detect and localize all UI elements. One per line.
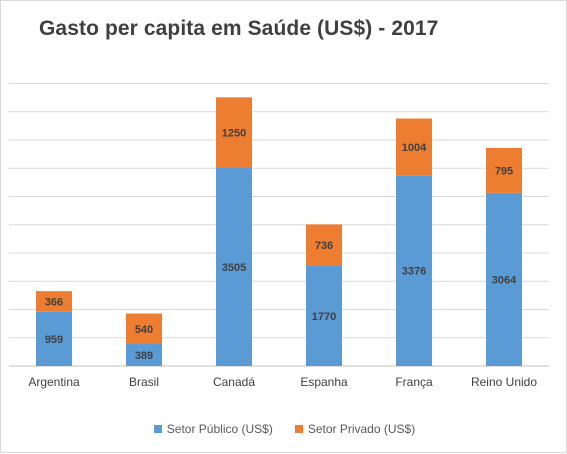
bar-private xyxy=(126,313,162,345)
data-label-public: 1770 xyxy=(312,311,336,323)
x-tick-label: Canadá xyxy=(213,375,255,389)
legend-item-public: Setor Público (US$) xyxy=(153,422,273,436)
data-label-private: 366 xyxy=(45,296,63,308)
bar-public xyxy=(216,167,252,366)
bar-private xyxy=(216,97,252,168)
bar-private xyxy=(36,291,72,312)
legend-swatch-public xyxy=(153,425,162,433)
data-label-private: 540 xyxy=(135,324,153,336)
bar-public xyxy=(36,311,72,366)
bar-public xyxy=(396,175,432,366)
bar-public xyxy=(306,265,342,366)
bar-private xyxy=(306,224,342,266)
data-label-private: 1250 xyxy=(222,128,246,140)
data-label-private: 736 xyxy=(315,240,333,252)
legend: Setor Público (US$) Setor Privado (US$) xyxy=(1,422,567,436)
legend-label-public: Setor Público (US$) xyxy=(166,422,273,436)
x-tick-label: França xyxy=(395,375,433,389)
data-label-public: 389 xyxy=(135,350,153,362)
data-label-public: 959 xyxy=(45,334,63,346)
x-tick-label: Argentina xyxy=(28,375,80,389)
x-tick-label: Espanha xyxy=(300,375,348,389)
bar-public xyxy=(486,192,522,366)
bar-public xyxy=(126,344,162,366)
data-label-public: 3376 xyxy=(402,266,426,278)
bar-private xyxy=(486,147,522,193)
data-label-public: 3505 xyxy=(222,262,246,274)
x-tick-label: Brasil xyxy=(129,375,159,389)
data-label-private: 795 xyxy=(495,165,513,177)
data-label-private: 1004 xyxy=(402,142,427,154)
legend-label-private: Setor Privado (US$) xyxy=(307,422,416,436)
legend-swatch-private xyxy=(294,425,303,433)
x-tick-label: Reino Unido xyxy=(471,375,537,389)
bar-private xyxy=(396,118,432,176)
chart-title: Gasto per capita em Saúde (US$) - 2017 xyxy=(39,17,439,40)
data-label-public: 3064 xyxy=(492,274,517,286)
legend-item-private: Setor Privado (US$) xyxy=(294,422,416,436)
